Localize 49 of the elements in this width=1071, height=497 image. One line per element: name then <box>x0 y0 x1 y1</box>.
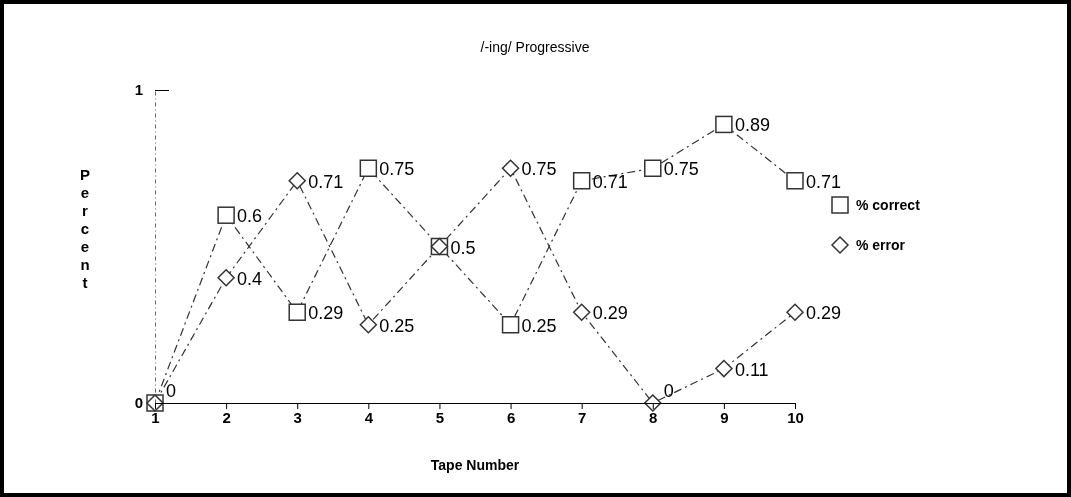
data-label: 0.71 <box>592 171 628 192</box>
data-label: 0.5 <box>450 237 476 258</box>
x-axis-title: Tape Number <box>430 457 520 473</box>
data-label: 0.25 <box>379 315 415 336</box>
data-label: 0 <box>166 381 177 401</box>
x-tick-label: 10 <box>787 408 804 426</box>
x-tick-label: 4 <box>364 408 374 426</box>
data-label: 0.29 <box>308 303 344 324</box>
point <box>572 172 591 190</box>
data-label: 0.25 <box>521 315 557 336</box>
point <box>217 269 235 287</box>
x-tick-label: 8 <box>649 408 658 426</box>
point <box>217 206 235 224</box>
data-label: 0.29 <box>592 303 628 324</box>
point <box>359 159 378 177</box>
point <box>786 172 804 190</box>
point <box>359 316 378 334</box>
x-tick-label: 2 <box>222 408 231 426</box>
data-label: 0.11 <box>734 359 769 380</box>
x-tick-label: 5 <box>435 408 445 426</box>
point <box>288 303 306 321</box>
data-label: 0.89 <box>734 115 770 136</box>
point <box>715 115 733 134</box>
point <box>501 159 520 177</box>
x-tick-label: 3 <box>293 408 302 426</box>
data-label: 0.6 <box>237 206 263 227</box>
data-label: 0.4 <box>237 268 263 289</box>
data-label: 0.75 <box>379 159 415 180</box>
x-tick-label: 1 <box>151 408 160 426</box>
data-label: 0.75 <box>663 159 699 180</box>
data-label: 0.71 <box>308 171 344 192</box>
y-axis-title: Percent <box>79 166 91 291</box>
point <box>644 394 662 412</box>
point <box>786 303 804 321</box>
point <box>288 172 306 190</box>
x-tick-label: 6 <box>506 408 516 426</box>
x-tick-label: 9 <box>720 408 729 426</box>
legend-label: % error <box>856 237 906 253</box>
point <box>501 316 520 334</box>
x-tick-label: 7 <box>577 408 587 426</box>
data-label: 0 <box>663 381 674 401</box>
legend-label: % correct <box>856 197 921 213</box>
chart-title: /-ing/ Progressive <box>480 39 590 55</box>
point <box>572 303 591 321</box>
point <box>715 359 733 378</box>
data-label: 0.29 <box>806 303 842 324</box>
data-label: 0.71 <box>806 171 842 192</box>
data-label: 0.75 <box>521 159 557 180</box>
point <box>644 159 662 177</box>
